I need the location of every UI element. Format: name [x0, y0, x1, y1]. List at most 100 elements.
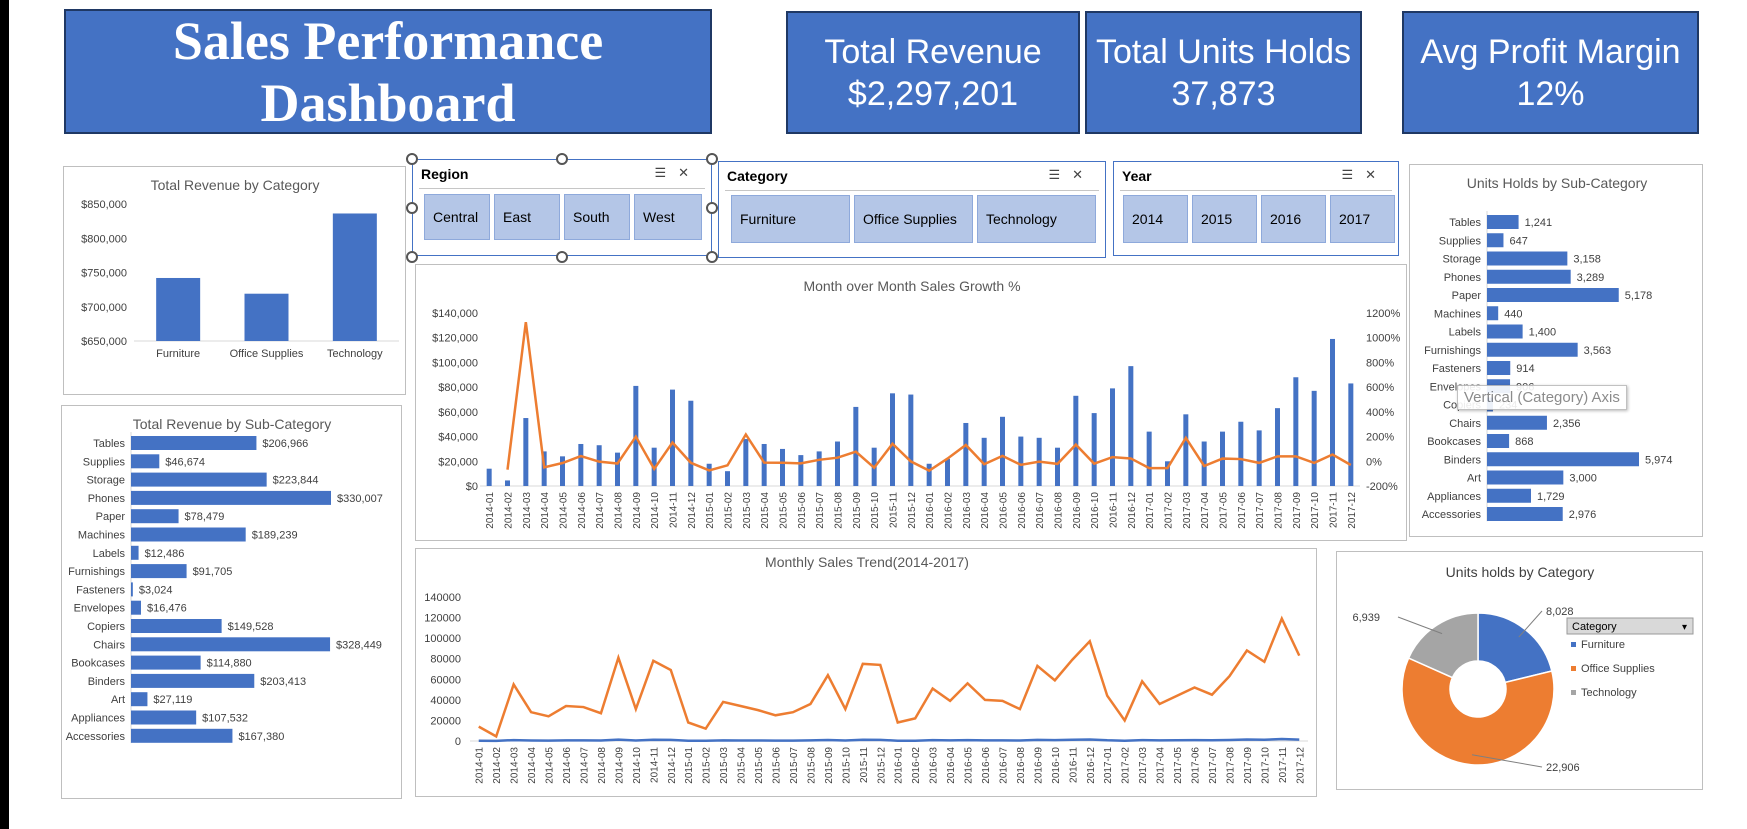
- bar: [1183, 414, 1189, 486]
- bar: [798, 455, 804, 486]
- x-tick-label: 2014-05: [559, 492, 570, 529]
- data-label: $330,007: [337, 493, 383, 505]
- bar: [615, 452, 620, 486]
- x-tick-label: 2014-02: [492, 747, 503, 784]
- resize-handle[interactable]: [706, 202, 718, 214]
- kpi-label: Total Revenue: [824, 32, 1042, 71]
- slicer-item-office-supplies[interactable]: Office Supplies: [854, 195, 973, 243]
- bar: [131, 472, 267, 487]
- resize-handle[interactable]: [706, 251, 718, 263]
- x-tick-label: 2015-05: [754, 747, 765, 784]
- x-tick-label: 2016-12: [1086, 747, 1097, 784]
- chart-revenue-by-subcategory[interactable]: Total Revenue by Sub-Category Tables $206,…: [61, 405, 402, 799]
- category-slicer[interactable]: Category ☰✕ Furniture Office Supplies Te…: [718, 161, 1106, 258]
- bar: [131, 710, 197, 725]
- x-tick-label: 2014-06: [577, 492, 588, 529]
- resize-handle[interactable]: [406, 251, 418, 263]
- bar: [743, 439, 749, 486]
- slicer-item-south[interactable]: South: [564, 194, 630, 240]
- slicer-item-central[interactable]: Central: [424, 194, 490, 240]
- resize-handle[interactable]: [706, 153, 718, 165]
- resize-handle[interactable]: [556, 251, 568, 263]
- slicer-item-2014[interactable]: 2014: [1123, 195, 1188, 243]
- trend-line-blue: [478, 737, 1300, 743]
- leader-line: [1518, 610, 1543, 638]
- slicer-item-west[interactable]: West: [634, 194, 702, 240]
- y-tick-label: 60000: [430, 674, 461, 686]
- slicer-item-2015[interactable]: 2015: [1192, 195, 1257, 243]
- data-label: 8,028: [1546, 606, 1574, 618]
- x-tick-label: 2017-01: [1145, 492, 1156, 529]
- multi-select-icon[interactable]: ☰: [1048, 167, 1073, 182]
- resize-handle[interactable]: [406, 202, 418, 214]
- resize-handle[interactable]: [406, 153, 418, 165]
- x-tick-label: Office Supplies: [230, 348, 304, 360]
- x-tick-label: 2014-09: [614, 747, 625, 784]
- clear-filter-icon[interactable]: ✕: [1072, 167, 1095, 182]
- x-tick-label: 2017-01: [1103, 747, 1114, 784]
- x-tick-label: 2015-06: [797, 492, 808, 529]
- y-tick-label-right: 600%: [1366, 382, 1394, 394]
- chart-units-by-subcategory[interactable]: Units Holds by Sub-Category Tables 1,241 Su…: [1409, 164, 1703, 537]
- slicer-tool-icons[interactable]: ☰✕: [1341, 167, 1388, 183]
- y-tick-label: Supplies: [83, 456, 126, 468]
- data-label: 3,000: [1569, 473, 1597, 485]
- year-slicer[interactable]: Year ☰✕ 2014 2015 2016 2017: [1113, 161, 1399, 256]
- data-label: 6,939: [1352, 612, 1380, 624]
- slicer-item-east[interactable]: East: [494, 194, 560, 240]
- x-tick-label: 2014-08: [597, 747, 608, 784]
- data-label: $91,705: [193, 566, 233, 578]
- bar: [332, 213, 377, 341]
- data-label: $27,119: [153, 694, 192, 706]
- x-tick-label: 2016-03: [929, 747, 940, 784]
- x-tick-label: 2014-07: [579, 747, 590, 784]
- slicer-item-technology[interactable]: Technology: [977, 195, 1096, 243]
- x-tick-label: 2015-11: [889, 492, 900, 528]
- region-slicer[interactable]: Region ☰✕ Central East South West: [412, 159, 712, 256]
- bar: [1238, 421, 1244, 486]
- legend-filter-dropdown[interactable]: [1566, 617, 1694, 635]
- resize-handle[interactable]: [556, 153, 568, 165]
- legend-title: Category: [1572, 621, 1617, 633]
- axis-tooltip: Vertical (Category) Axis: [1457, 385, 1627, 410]
- multi-select-icon[interactable]: ☰: [654, 165, 679, 180]
- x-tick-label: 2016-01: [894, 747, 905, 784]
- chart-units-by-category[interactable]: Units holds by Category 8,028 22,906 6,939 C…: [1336, 551, 1703, 790]
- x-tick-label: 2016-04: [946, 747, 957, 784]
- x-tick-label: 2015-12: [876, 747, 887, 784]
- x-tick-label: 2014-06: [562, 747, 573, 784]
- bar: [926, 463, 932, 486]
- y-tick-label: Bookcases: [1427, 436, 1481, 448]
- x-tick-label: 2016-05: [964, 747, 975, 784]
- bar: [131, 545, 139, 560]
- y-tick-label: 0: [455, 736, 461, 748]
- x-tick-label: 2015-11: [859, 747, 870, 783]
- chart-revenue-by-category[interactable]: Total Revenue by Category $650,000 $700,00…: [63, 166, 406, 395]
- data-label: 5,178: [1625, 290, 1653, 302]
- x-tick-label: 2015-06: [772, 747, 783, 784]
- bar: [816, 451, 822, 486]
- chart-monthly-trend[interactable]: Monthly Sales Trend(2014-2017) 0 20000 4000…: [415, 548, 1317, 797]
- row-gutter: [0, 0, 9, 829]
- data-label: 868: [1515, 436, 1533, 448]
- multi-select-icon[interactable]: ☰: [1341, 167, 1366, 182]
- slicer-item-2016[interactable]: 2016: [1261, 195, 1326, 243]
- slicer-tool-icons[interactable]: ☰✕: [654, 165, 701, 181]
- slicer-item-furniture[interactable]: Furniture: [731, 195, 850, 243]
- clear-filter-icon[interactable]: ✕: [1365, 167, 1388, 182]
- chart-mom-growth[interactable]: Month over Month Sales Growth % $0 $20,000…: [415, 264, 1407, 541]
- bar: [1487, 269, 1571, 284]
- y-tick-label: $140,000: [432, 308, 478, 320]
- bar: [835, 441, 840, 486]
- slicer-tool-icons[interactable]: ☰✕: [1048, 167, 1095, 183]
- bar: [131, 436, 257, 450]
- x-tick-label: 2014-01: [485, 492, 496, 529]
- bar: [670, 389, 675, 486]
- x-tick-label: 2015-08: [834, 492, 845, 529]
- clear-filter-icon[interactable]: ✕: [678, 165, 701, 180]
- bar: [1487, 324, 1523, 339]
- slicer-item-2017[interactable]: 2017: [1330, 195, 1395, 243]
- x-tick-label: 2014-01: [475, 747, 486, 784]
- y-tick-label: $40,000: [438, 432, 478, 444]
- bar: [486, 468, 492, 486]
